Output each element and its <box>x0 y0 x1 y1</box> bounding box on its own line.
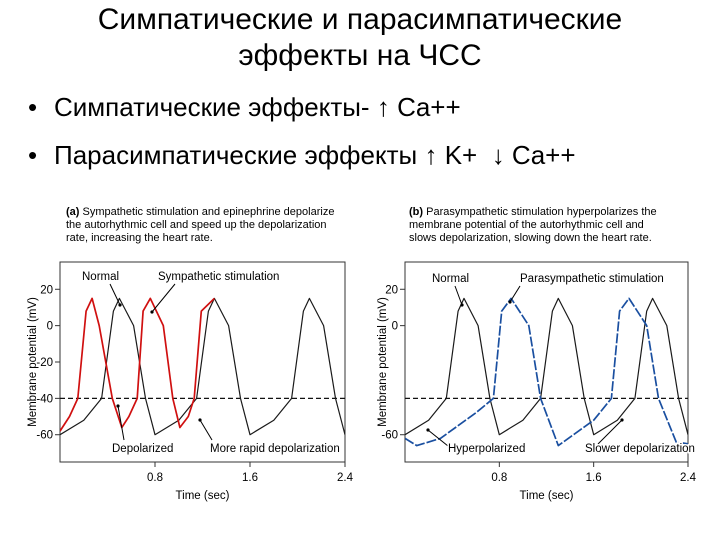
caption-line: (a) Sympathetic stimulation and epinephr… <box>66 206 334 218</box>
x-tick-label: 0.8 <box>147 472 163 484</box>
annotation-arrow <box>509 285 521 303</box>
annotation-label: Depolarized <box>112 443 173 455</box>
y-tick-label: 20 <box>40 284 53 296</box>
annotation-label: Parasympathetic stimulation <box>520 273 664 285</box>
annotation-label: Hyperpolarized <box>448 443 525 455</box>
annotation-label: Sympathetic stimulation <box>158 271 279 283</box>
caption-text: membrane potential of the autorhythmic c… <box>409 219 644 231</box>
y-tick-label: -60 <box>36 430 53 442</box>
y-tick-label: -60 <box>381 430 398 442</box>
caption-text: the autorhythmic cell and speed up the d… <box>66 219 327 231</box>
caption-text: rate, increasing the heart rate. <box>66 232 213 244</box>
annotation-arrow <box>597 419 623 445</box>
annotation-label: Normal <box>82 271 119 283</box>
panel-label: (a) <box>66 206 83 218</box>
ion-label: Ca++ <box>511 140 576 170</box>
annotation-label: More rapid depolarization <box>210 443 340 455</box>
series-line-normal <box>60 297 345 436</box>
annotation-arrow <box>117 405 125 441</box>
arrow-head <box>620 418 624 422</box>
arrow-up-icon: ↑ <box>424 140 438 170</box>
arrow-head <box>198 418 202 422</box>
bullet-dot: • <box>28 92 38 122</box>
x-tick-label: 2.4 <box>680 472 697 484</box>
y-axis-label: Membrane potential (mV) <box>27 297 39 427</box>
bullet-dot: • <box>28 140 38 170</box>
bullet-sympathetic: • Симпатические эффекты- ↑ Ca++ <box>28 92 461 123</box>
bullet-parasympathetic: • Парасимпатические эффекты ↑ K+ ↓ Ca++ <box>28 140 576 171</box>
y-tick-label: -40 <box>36 393 53 405</box>
annotation-arrow <box>109 283 121 306</box>
x-tick-label: 2.4 <box>337 472 354 484</box>
annotation-label: Normal <box>432 273 469 285</box>
annotation-label: Slower depolarization <box>585 443 695 455</box>
arrow-down-icon: ↓ <box>491 140 505 170</box>
series-line-stimulated <box>405 297 688 447</box>
arrow-head <box>426 428 430 432</box>
ion-label: K+ <box>444 140 478 170</box>
ion-label: Ca++ <box>397 92 461 122</box>
arrow-head <box>150 310 154 314</box>
caption-line: rate, increasing the heart rate. <box>66 232 213 244</box>
x-tick-label: 1.6 <box>242 472 258 484</box>
bullet-text: Парасимпатические эффекты <box>54 140 418 170</box>
x-tick-label: 0.8 <box>491 472 507 484</box>
panel-a: (a) Sympathetic stimulation and epinephr… <box>27 206 354 502</box>
annotation-arrow <box>427 429 449 447</box>
x-tick-label: 1.6 <box>586 472 602 484</box>
y-axis-label: Membrane potential (mV) <box>377 297 389 427</box>
panel-label: (b) <box>409 206 426 218</box>
caption-line: the autorhythmic cell and speed up the d… <box>66 219 327 231</box>
arrow-up-icon: ↑ <box>376 92 390 122</box>
y-tick-label: -20 <box>36 357 53 369</box>
caption-line: slows depolarization, slowing down the h… <box>409 232 652 244</box>
x-axis-label: Time (sec) <box>520 490 574 502</box>
caption-line: membrane potential of the autorhythmic c… <box>409 219 644 231</box>
annotation-arrow <box>454 285 463 306</box>
slide-title: Симпатические и парасимпатические эффект… <box>0 2 720 74</box>
arrow-head <box>118 303 122 307</box>
title-line-2: эффекты на ЧСС <box>238 39 482 72</box>
y-tick-label: 0 <box>47 321 53 333</box>
title-line-1: Симпатические и парасимпатические <box>97 3 623 36</box>
caption-text: slows depolarization, slowing down the h… <box>409 232 652 244</box>
y-tick-label: 0 <box>392 321 398 333</box>
caption-text: Parasympathetic stimulation hyperpolariz… <box>426 206 657 218</box>
caption-text: Sympathetic stimulation and epinephrine … <box>83 206 335 218</box>
plot-frame <box>404 261 689 463</box>
caption-line: (b) Parasympathetic stimulation hyperpol… <box>409 206 657 218</box>
annotation-arrow <box>199 419 213 441</box>
arrow-head <box>508 300 512 304</box>
annotation-arrow <box>151 283 176 313</box>
y-tick-label: 20 <box>385 284 398 296</box>
bullet-text: Симпатические эффекты- <box>54 92 370 122</box>
arrow-head <box>116 404 120 408</box>
arrow-head <box>460 303 464 307</box>
x-axis-label: Time (sec) <box>176 490 230 502</box>
panel-b: (b) Parasympathetic stimulation hyperpol… <box>377 206 697 502</box>
plot-frame <box>59 261 346 463</box>
series-line-stimulated <box>60 297 215 432</box>
